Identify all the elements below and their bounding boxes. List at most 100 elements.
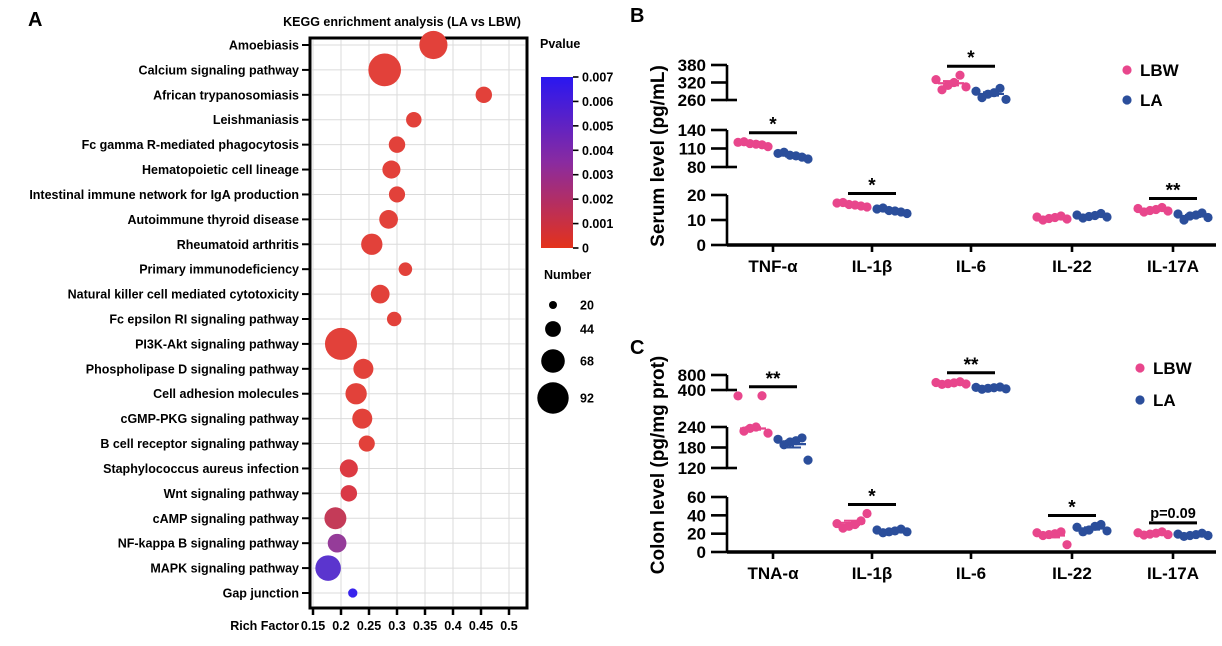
la-data-point	[1102, 212, 1112, 222]
kegg-x-tick-label: 0.25	[357, 619, 381, 633]
x-category-label: IL-22	[1052, 564, 1092, 583]
colon-y-axis-label: Colon level (pg/mg prot)	[648, 356, 669, 575]
x-category-label: IL-1β	[852, 564, 893, 583]
pathway-label: cGMP-PKG signaling pathway	[121, 412, 300, 426]
y-tick-label: 120	[678, 459, 706, 478]
la-data-point	[1001, 384, 1011, 394]
lbw-data-point	[1139, 207, 1149, 217]
kegg-bubble	[388, 136, 406, 153]
pathway-label: Natural killer cell mediated cytotoxicit…	[68, 288, 299, 302]
pvalue-legend-title: Pvalue	[540, 37, 580, 51]
panel-a-title: KEGG enrichment analysis (LA vs LBW)	[283, 15, 521, 29]
lbw-data-point	[1151, 528, 1161, 538]
kegg-x-tick-label: 0.15	[301, 619, 325, 633]
kegg-x-tick-label: 0.4	[444, 619, 461, 633]
y-tick-label: 380	[678, 56, 706, 75]
y-tick-label: 240	[678, 418, 706, 437]
panel-a-kegg-bubble-chart: A KEGG enrichment analysis (LA vs LBW) A…	[28, 9, 613, 633]
pvalue-tick-label: 0.002	[582, 193, 613, 207]
y-tick-label: 20	[687, 186, 706, 205]
number-legend-circle	[541, 349, 565, 373]
kegg-bubble	[358, 435, 375, 452]
kegg-x-tick-label: 0.35	[413, 619, 437, 633]
kegg-bubble	[340, 485, 358, 502]
pathway-label: Cell adhesion molecules	[153, 387, 299, 401]
serum-legend: LBW LA	[1122, 61, 1180, 110]
pvalue-tick-label: 0.003	[582, 168, 613, 182]
x-category-label: IL-17A	[1147, 564, 1199, 583]
la-data-point	[773, 434, 783, 444]
significance-label: *	[868, 487, 876, 508]
significance-label: *	[967, 48, 975, 69]
number-legend-label: 20	[580, 299, 594, 313]
la-data-point	[803, 154, 813, 164]
lbw-data-point	[733, 391, 743, 401]
pvalue-tick-label: 0.007	[582, 71, 613, 85]
la-data-point	[1173, 209, 1183, 219]
number-legend: Number 20 44 68 92	[537, 268, 594, 414]
lbw-data-point	[739, 426, 749, 436]
la-data-point	[878, 203, 888, 213]
pathway-label: MAPK signaling pathway	[150, 562, 299, 576]
y-tick-label: 60	[687, 488, 706, 507]
lbw-data-point	[862, 202, 872, 212]
pathway-label: Fc gamma R-mediated phagocytosis	[82, 138, 299, 152]
la-data-point	[977, 384, 987, 394]
significance-label: *	[769, 115, 777, 136]
la-data-point	[1090, 210, 1100, 221]
x-category-label: IL-6	[956, 257, 986, 276]
la-data-point	[1102, 526, 1112, 536]
la-data-point	[1001, 94, 1011, 105]
la-data-point	[791, 436, 801, 446]
y-tick-label: 10	[687, 211, 706, 230]
number-legend-label: 68	[580, 355, 594, 369]
pathway-label: Leishmaniasis	[213, 113, 299, 127]
number-legend-circle	[545, 321, 561, 337]
lbw-data-point	[862, 508, 872, 519]
lbw-data-point	[1050, 529, 1060, 539]
significance-label: *	[868, 176, 876, 197]
kegg-plot-area: Amoebiasis Calcium signaling pathway Afric…	[29, 30, 529, 633]
pathway-label: PI3K-Akt signaling pathway	[135, 337, 299, 351]
significance-label: **	[964, 355, 979, 376]
la-data-point	[902, 208, 912, 219]
y-tick-label: 110	[679, 140, 706, 159]
legend-la-dot	[1122, 95, 1132, 105]
y-tick-label: 400	[678, 381, 706, 400]
legend-la-label: LA	[1153, 391, 1176, 410]
pathway-label: Hematopoietic cell lineage	[142, 163, 299, 177]
lbw-data-point	[955, 70, 965, 80]
legend-lbw-dot	[1122, 65, 1132, 75]
legend-lbw-label: LBW	[1140, 61, 1180, 80]
number-legend-circle	[549, 301, 557, 309]
pathway-label: Gap junction	[223, 586, 299, 600]
pathway-label: Intestinal immune network for IgA produc…	[29, 188, 299, 202]
y-tick-label: 180	[678, 439, 706, 458]
lbw-data-point	[1062, 540, 1072, 550]
pvalue-gradient-bar	[541, 77, 573, 248]
la-data-point	[989, 88, 999, 98]
number-legend-title: Number	[544, 268, 591, 282]
lbw-data-point	[1062, 214, 1072, 224]
pathway-label: B cell receptor signaling pathway	[100, 437, 299, 451]
lbw-data-point	[850, 200, 860, 210]
la-data-point	[890, 526, 900, 536]
x-category-label: IL-22	[1052, 257, 1092, 276]
pathway-label: African trypanosomiasis	[153, 88, 299, 102]
pathway-label: Fc epsilon RI signaling pathway	[109, 312, 299, 326]
number-legend-label: 44	[580, 323, 594, 337]
lbw-data-point	[838, 197, 848, 208]
panel-c-letter: C	[630, 337, 644, 359]
pvalue-tick-label: 0.001	[582, 217, 613, 231]
la-data-point	[1078, 527, 1088, 537]
legend-lbw-dot	[1135, 363, 1145, 373]
y-tick-label: 800	[678, 366, 706, 385]
y-tick-label: 0	[697, 236, 706, 255]
la-data-point	[977, 93, 987, 103]
kegg-bubble	[315, 555, 341, 581]
kegg-x-tick-label: 0.5	[500, 619, 517, 633]
lbw-data-point	[961, 82, 971, 92]
